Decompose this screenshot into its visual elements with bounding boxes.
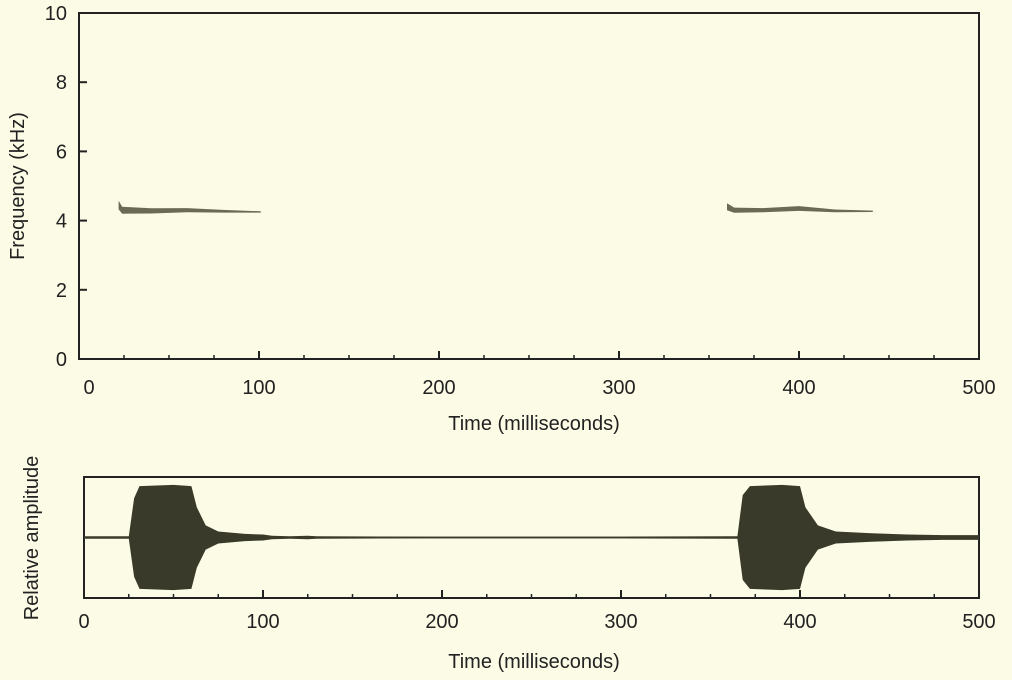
spectrogram-x-tick-label: 400 (782, 377, 815, 399)
spectrogram-notes (118, 200, 873, 214)
spectrogram-y-axis-label: Frequency (kHz) (7, 112, 29, 260)
spectrogram-y-tick-label: 2 (56, 280, 67, 302)
spectrogram-y-tick-label: 10 (45, 3, 67, 25)
spectrogram-y-tick-label: 6 (56, 141, 67, 163)
spectrogram-x-tick-label: 300 (602, 377, 635, 399)
spectrogram-x-tick-label: 100 (242, 377, 275, 399)
spectrogram-y-tick-label: 8 (56, 72, 67, 94)
waveform-x-ticks: 0 100 200 300 400 500 (78, 590, 996, 633)
waveform-x-tick-label: 500 (962, 611, 995, 633)
spectrogram-y-ticks: 0 2 4 6 8 10 (45, 3, 87, 371)
waveform-x-tick-label: 400 (783, 611, 816, 633)
waveform-x-tick-label: 0 (78, 611, 89, 633)
spectrogram-y-tick-label: 0 (56, 349, 67, 371)
waveform-x-tick-label: 300 (604, 611, 637, 633)
spectrogram-x-tick-label: 0 (83, 377, 94, 399)
waveform-x-tick-label: 100 (246, 611, 279, 633)
waveform-x-tick-label: 200 (425, 611, 458, 633)
spectrogram-y-tick-label: 4 (56, 211, 67, 233)
waveform-y-axis-label: Relative amplitude (21, 456, 43, 621)
spectrogram-x-tick-label: 200 (422, 377, 455, 399)
spectrogram-x-axis-label: Time (milliseconds) (448, 413, 620, 435)
spectrogram-note-2 (727, 203, 873, 213)
spectrogram-panel: 0 2 4 6 8 10 0 100 200 300 400 500 Frequency (kHz)… (7, 3, 996, 435)
waveform-panel: 0 100 200 300 400 500 Relative amplitude Time… (21, 456, 996, 673)
spectrogram-note-1 (118, 200, 261, 214)
spectrogram-x-tick-label: 500 (962, 377, 995, 399)
spectrogram-frame (78, 12, 980, 360)
spectrogram-x-ticks: 0 100 200 300 400 500 (78, 351, 996, 399)
waveform-x-axis-label: Time (milliseconds) (448, 651, 620, 673)
